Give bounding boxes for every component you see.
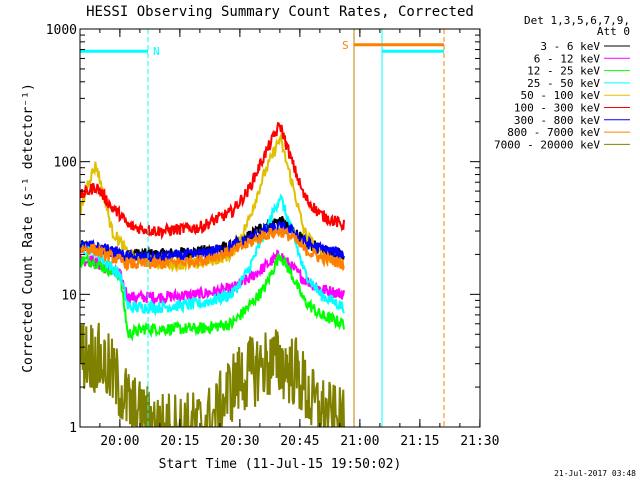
- y-tick-label-1: 10: [61, 288, 77, 303]
- legend-header-0: Det 1,3,5,6,7,9,: [524, 14, 630, 27]
- series-line-2: [80, 252, 345, 342]
- legend-label-3: 25 - 50 keV: [527, 77, 600, 90]
- chart-title: HESSI Observing Summary Count Rates, Cor…: [86, 4, 474, 20]
- y-tick-label-3: 1000: [46, 23, 77, 38]
- y-tick-label-0: 1: [69, 421, 77, 436]
- legend-label-4: 50 - 100 keV: [521, 89, 601, 102]
- legend-header-1: Att 0: [597, 25, 630, 38]
- x-axis-label: Start Time (11-Jul-15 19:50:02): [159, 457, 402, 472]
- y-tick-label-2: 100: [54, 156, 77, 171]
- legend-label-1: 6 - 12 keV: [534, 52, 601, 65]
- x-tick-label-0: 20:00: [100, 434, 139, 449]
- series-line-5: [80, 121, 345, 241]
- legend-label-7: 800 - 7000 keV: [507, 126, 600, 139]
- series-line-6: [80, 220, 345, 266]
- series-line-8: [80, 322, 345, 427]
- x-tick-label-1: 20:15: [160, 434, 199, 449]
- y-axis: 1 10 100 1000: [46, 23, 480, 436]
- flag-label-1: S: [342, 39, 349, 52]
- x-tick-label-4: 21:00: [340, 434, 379, 449]
- legend-label-6: 300 - 800 keV: [514, 114, 600, 127]
- x-axis: 20:00 20:15 20:30 20:45 21:00 21:15 21:30: [99, 29, 499, 449]
- x-tick-label-3: 20:45: [280, 434, 319, 449]
- x-tick-label-2: 20:30: [220, 434, 259, 449]
- series-group: [80, 121, 345, 427]
- series-line-3: [80, 193, 345, 317]
- flag-label-0: N: [153, 45, 160, 58]
- y-axis-label: Corrected Count Rate (s⁻¹ detector⁻¹): [21, 83, 36, 373]
- legend-label-2: 12 - 25 keV: [527, 65, 600, 78]
- series-line-4: [80, 132, 345, 274]
- x-tick-label-6: 21:30: [460, 434, 499, 449]
- plot-timestamp: 21-Jul-2017 03:48: [554, 469, 636, 478]
- x-tick-label-5: 21:15: [400, 434, 439, 449]
- legend-label-0: 3 - 6 keV: [540, 40, 600, 53]
- series-line-7: [80, 227, 345, 272]
- legend-label-5: 100 - 300 keV: [514, 102, 600, 115]
- legend-label-8: 7000 - 20000 keV: [494, 138, 600, 151]
